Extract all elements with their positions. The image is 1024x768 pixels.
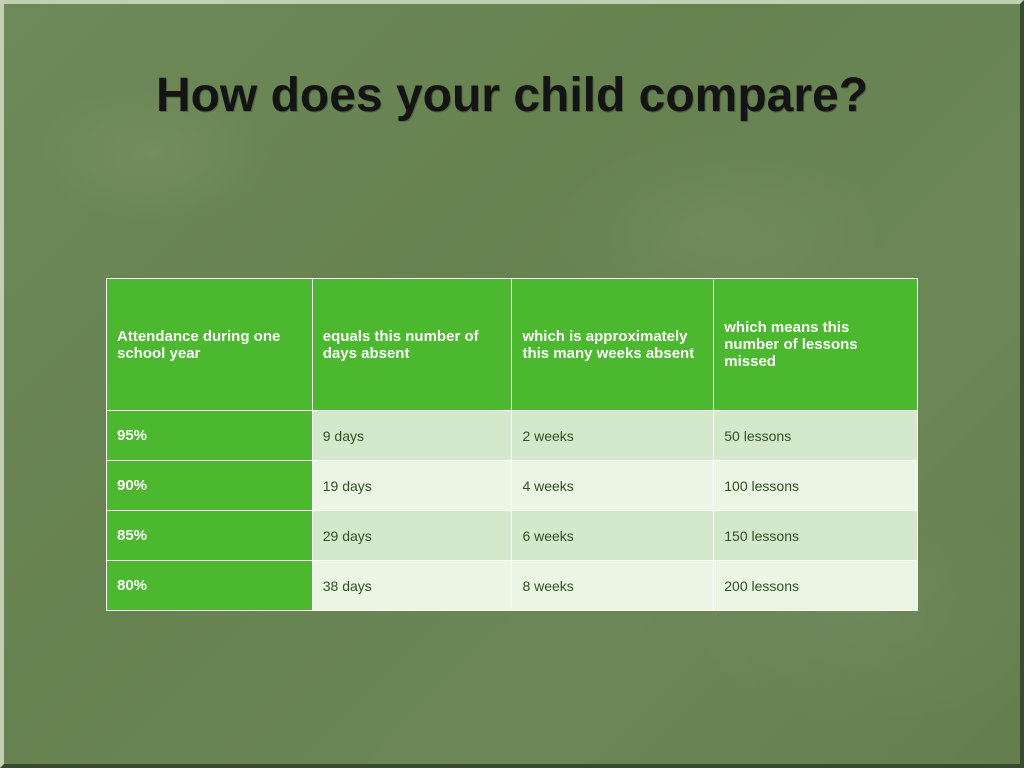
table-header-row: Attendance during one school year equals… (107, 279, 918, 411)
row-attendance: 90% (107, 461, 313, 511)
row-attendance: 85% (107, 511, 313, 561)
row-weeks: 6 weeks (512, 511, 714, 561)
row-lessons: 50 lessons (714, 411, 918, 461)
row-days: 29 days (312, 511, 512, 561)
row-lessons: 100 lessons (714, 461, 918, 511)
slide-title: How does your child compare? (0, 68, 1024, 123)
row-days: 38 days (312, 561, 512, 611)
col-header-weeks-absent: which is approximately this many weeks a… (512, 279, 714, 411)
table-row: 90% 19 days 4 weeks 100 lessons (107, 461, 918, 511)
row-days: 9 days (312, 411, 512, 461)
row-days: 19 days (312, 461, 512, 511)
col-header-lessons-missed: which means this number of lessons misse… (714, 279, 918, 411)
table-row: 80% 38 days 8 weeks 200 lessons (107, 561, 918, 611)
col-header-attendance: Attendance during one school year (107, 279, 313, 411)
attendance-table: Attendance during one school year equals… (106, 278, 918, 611)
row-attendance: 95% (107, 411, 313, 461)
row-weeks: 8 weeks (512, 561, 714, 611)
row-lessons: 150 lessons (714, 511, 918, 561)
row-lessons: 200 lessons (714, 561, 918, 611)
row-weeks: 4 weeks (512, 461, 714, 511)
col-header-days-absent: equals this number of days absent (312, 279, 512, 411)
table-row: 95% 9 days 2 weeks 50 lessons (107, 411, 918, 461)
row-weeks: 2 weeks (512, 411, 714, 461)
row-attendance: 80% (107, 561, 313, 611)
table-row: 85% 29 days 6 weeks 150 lessons (107, 511, 918, 561)
